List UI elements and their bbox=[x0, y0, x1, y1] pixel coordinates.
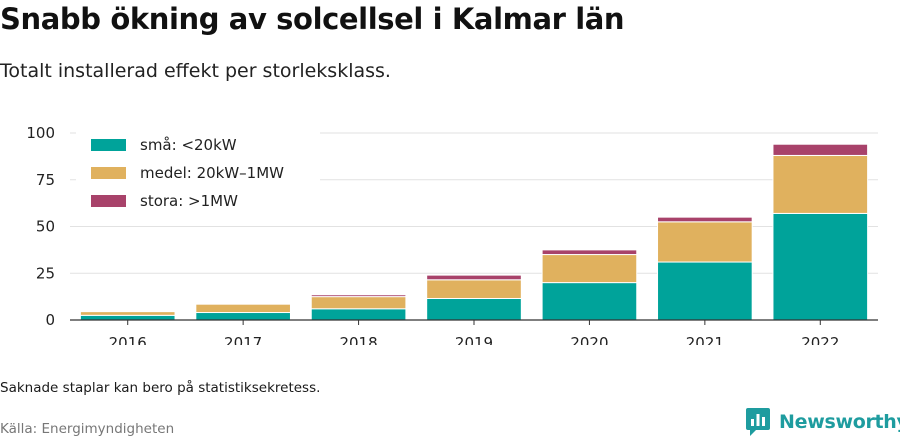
bar-segment bbox=[772, 212, 869, 321]
bar-segment bbox=[195, 312, 291, 321]
bar-segment bbox=[426, 279, 522, 299]
legend-label: stora: >1MW bbox=[140, 192, 238, 210]
x-tick-label: 2019 bbox=[455, 334, 493, 345]
chart-note: Saknade staplar kan bero på statistiksek… bbox=[0, 380, 321, 396]
source-credit: Källa: Energimyndigheten bbox=[0, 421, 175, 437]
chart-subtitle: Totalt installerad effekt per storlekskl… bbox=[0, 60, 391, 82]
stacked-bar-chart: 0 25 50 75 100 2016 2017 2018 2019 2020 2021 2022 s… bbox=[26, 124, 878, 345]
bar-segment bbox=[310, 308, 407, 321]
y-tick-label: 100 bbox=[26, 124, 55, 142]
x-tick-label: 2021 bbox=[686, 334, 724, 345]
bar-segment bbox=[426, 297, 522, 321]
y-tick-label: 75 bbox=[36, 171, 55, 189]
bar-segment bbox=[772, 154, 869, 214]
bar-segment bbox=[79, 314, 176, 321]
legend-swatch bbox=[91, 139, 126, 151]
x-tick-label: 2018 bbox=[339, 334, 377, 345]
bar-segment bbox=[657, 216, 753, 223]
legend-label: medel: 20kW–1MW bbox=[140, 164, 284, 182]
x-tick-label: 2022 bbox=[801, 334, 839, 345]
bar-segment bbox=[541, 282, 638, 321]
bar-segment bbox=[195, 303, 291, 314]
chart-title: Snabb ökning av solcellsel i Kalmar län bbox=[0, 2, 625, 36]
y-tick-label: 25 bbox=[36, 264, 55, 282]
bar-segment bbox=[772, 143, 869, 156]
bar-segment bbox=[310, 294, 407, 298]
x-tick-label: 2020 bbox=[570, 334, 608, 345]
newsworthy-logo: Newsworthy bbox=[745, 406, 900, 438]
x-tick-label: 2017 bbox=[224, 334, 262, 345]
legend-swatch bbox=[91, 167, 126, 179]
bar-segment bbox=[426, 274, 522, 281]
legend-swatch bbox=[91, 195, 126, 207]
bar-segment bbox=[657, 221, 753, 263]
brand-name: Newsworthy bbox=[779, 411, 900, 433]
x-tick-label: 2016 bbox=[109, 334, 147, 345]
y-tick-label: 50 bbox=[36, 218, 55, 236]
y-tick-label: 0 bbox=[45, 311, 55, 329]
bar-segment bbox=[657, 261, 753, 321]
logo-icon bbox=[746, 408, 770, 436]
bar-segment bbox=[541, 249, 638, 256]
bar-segment bbox=[310, 296, 407, 310]
bar-segment bbox=[195, 303, 291, 305]
bar-segment bbox=[79, 311, 176, 316]
bar-segment bbox=[541, 254, 638, 284]
legend-label: små: <20kW bbox=[140, 136, 237, 154]
